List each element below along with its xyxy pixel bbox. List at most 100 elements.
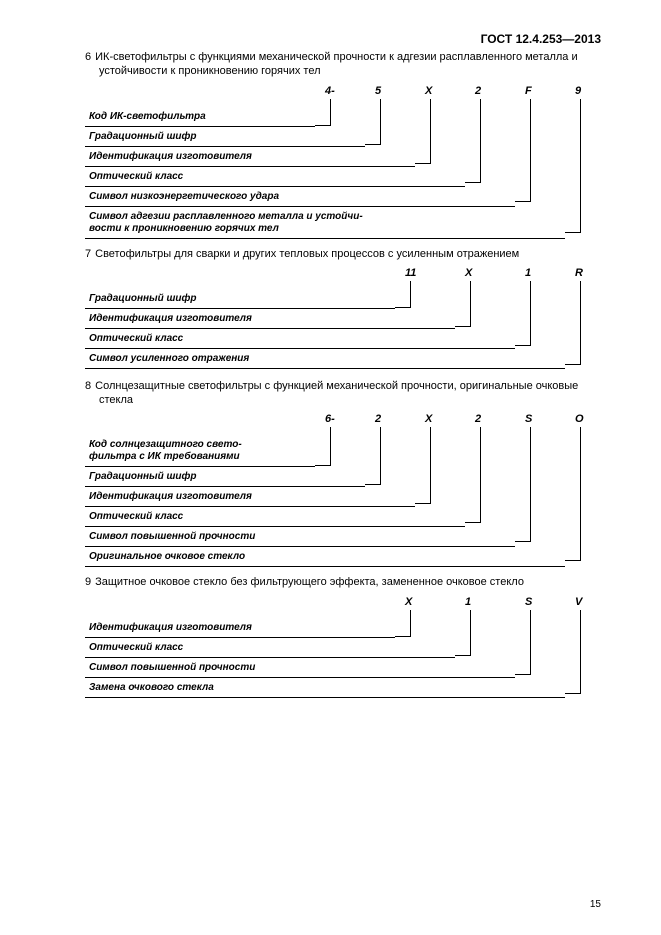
code-row: 11X1R [85,267,606,285]
section-title: 7Светофильтры для сварки и других теплов… [85,247,606,261]
row-label: Код ИК-светофильтра [89,111,315,123]
connector-line [565,560,580,561]
label-row: Градационный шифр [85,127,365,147]
label-row: Символ низкоэнергетического удара [85,187,515,207]
row-label: Оптический класс [89,171,465,183]
diagram: X 1 S V Идентификация изготовителя Оптический… [85,596,606,698]
connector-line [410,281,411,308]
code-symbol: S [525,596,532,608]
connector-line [480,99,481,183]
row-label: Символ повышенной прочности [89,531,515,543]
code-symbol: 6- [325,413,335,425]
label-row: Идентификация изготовителя [85,487,415,507]
row-label: Замена очкового стекла [89,682,565,694]
row-label: Градационный шифр [89,471,365,483]
row-label: Идентификация изготовителя [89,313,455,325]
connector-line [465,522,480,523]
diagram: 4-5X2F9 Код ИК-светофильтра Градационный ш… [85,85,606,237]
code-symbol: 1 [525,267,531,279]
content: 6ИК-светофильтры с функциями механическо… [55,50,606,698]
label-row: Символ повышенной прочности [85,527,515,547]
connector-line [530,281,531,346]
connector-line [565,364,580,365]
code-symbol: O [575,413,584,425]
code-row: 4-5X2F9 [85,85,606,103]
row-label: Оптический класс [89,642,455,654]
connector-line [470,610,471,656]
connector-line [470,281,471,327]
page: ГОСТ 12.4.253—2013 6ИК-светофильтры с фу… [0,0,661,935]
code-symbol: S [525,413,532,425]
connector-line [365,144,380,145]
connector-line [430,99,431,164]
row-label: Символ повышенной прочности [89,662,515,674]
label-row: Символ адгезии расплавленного металла и … [85,207,565,239]
row-label: Символ усиленного отражения [89,353,565,365]
section-title: 6ИК-светофильтры с функциями механическо… [85,50,606,79]
connector-line [515,541,530,542]
connector-line [455,655,470,656]
connector-line [580,610,581,694]
code-symbol: 2 [475,85,481,97]
connector-line [410,610,411,637]
code-row: X 1 S V [85,596,606,614]
label-rows: Код ИК-светофильтра Градационный шифр Иден… [85,85,606,239]
row-label: Градационный шифр [89,131,365,143]
label-row: Оптический класс [85,167,465,187]
connector-line [415,163,430,164]
row-label: Символ адгезии расплавленного металла и … [89,211,565,235]
connector-line [480,427,481,523]
connector-line [380,427,381,485]
code-symbol: 2 [475,413,481,425]
label-rows: Код солнцезащитного свето-фильтра с ИК т… [85,413,606,567]
label-row: Градационный шифр [85,289,395,309]
row-label: Оптический класс [89,511,465,523]
connector-line [530,427,531,542]
row-label: Идентификация изготовителя [89,622,395,634]
code-symbol: 5 [375,85,381,97]
doc-header: ГОСТ 12.4.253—2013 [481,32,601,46]
page-number: 15 [590,899,601,910]
connector-line [515,201,530,202]
row-label: Оригинальное очковое стекло [89,551,565,563]
connector-line [430,427,431,504]
connector-line [395,636,410,637]
code-symbol: X [405,596,412,608]
diagram: 6-2X2SOКод солнцезащитного свето-фильтра… [85,413,606,565]
connector-line [565,693,580,694]
connector-line [530,610,531,675]
label-row: Оригинальное очковое стекло [85,547,565,567]
code-symbol: 2 [375,413,381,425]
connector-line [330,427,331,466]
connector-line [565,232,580,233]
connector-line [330,99,331,126]
label-row: Символ усиленного отражения [85,349,565,369]
label-row: Код ИК-светофильтра [85,107,315,127]
connector-line [455,326,470,327]
connector-line [580,427,581,561]
section-title: 9Защитное очковое стекло без фильтрующег… [85,575,606,589]
label-row: Оптический класс [85,507,465,527]
code-symbol: 11 [405,267,416,279]
section-title: 8Солнцезащитные светофильтры с функцией … [85,379,606,408]
code-row: 6-2X2SO [85,413,606,431]
connector-line [530,99,531,202]
connector-line [380,99,381,145]
code-symbol: 1 [465,596,471,608]
row-label: Символ низкоэнергетического удара [89,191,515,203]
connector-line [465,182,480,183]
connector-line [415,503,430,504]
label-row: Символ повышенной прочности [85,658,515,678]
row-label: Код солнцезащитного свето-фильтра с ИК т… [89,439,315,463]
label-row: Идентификация изготовителя [85,147,415,167]
row-label: Идентификация изготовителя [89,491,415,503]
row-label: Идентификация изготовителя [89,151,415,163]
connector-line [580,281,581,365]
label-row: Идентификация изготовителя [85,309,455,329]
code-symbol: X [465,267,472,279]
label-row: Замена очкового стекла [85,678,565,698]
diagram: 11X1RГрадационный шифрИдентификация изго… [85,267,606,369]
connector-line [395,307,410,308]
code-symbol: V [575,596,582,608]
code-symbol: 9 [575,85,581,97]
